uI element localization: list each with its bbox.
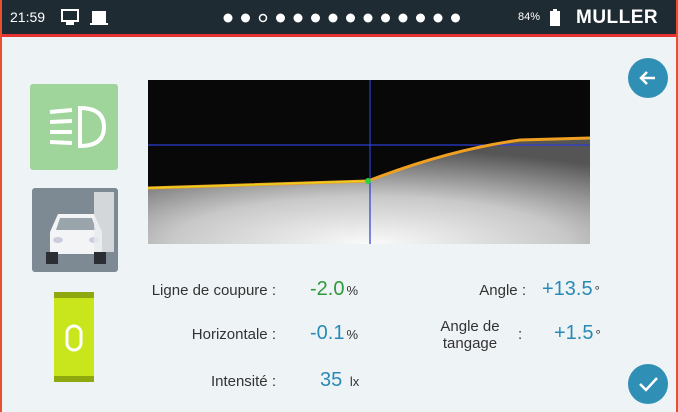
- pitch-value: +1.5°: [554, 322, 601, 345]
- colon: :: [522, 282, 526, 299]
- page-dot: [434, 14, 443, 23]
- page-dot: [224, 14, 233, 23]
- colon: :: [518, 326, 522, 343]
- page-dot: [451, 14, 460, 23]
- unit: °: [595, 283, 600, 298]
- page-dot: [346, 14, 355, 23]
- colon: :: [272, 326, 276, 343]
- page-dot: [260, 15, 267, 22]
- level-indicator: [52, 292, 96, 382]
- angle-label: Angle :: [422, 282, 526, 299]
- label: Angle: [479, 282, 517, 299]
- back-button[interactable]: [628, 58, 668, 98]
- battery-level: 84%: [518, 11, 540, 23]
- page-indicator: [222, 10, 472, 26]
- value: +1.5: [554, 322, 593, 344]
- page-dot: [399, 14, 408, 23]
- value: +13.5: [542, 278, 593, 300]
- page-dot: [381, 14, 390, 23]
- page-dot: [241, 14, 250, 23]
- brand-logo: MULLER: [576, 7, 658, 29]
- label-line: tangage: [422, 335, 518, 352]
- intensity-value: 35 lx: [320, 369, 359, 392]
- colon: :: [272, 373, 276, 390]
- colon: :: [272, 282, 276, 299]
- app-screen: 21:59 84% MULLER: [0, 0, 678, 412]
- intensity-label: Intensité :: [102, 373, 276, 390]
- unit: %: [346, 327, 358, 342]
- unit: °: [595, 327, 600, 342]
- cutoff-value: -2.0%: [310, 278, 358, 301]
- label: Horizontale: [192, 326, 268, 343]
- page-dot: [364, 14, 373, 23]
- time: 21:59: [10, 9, 45, 25]
- page-dot: [311, 14, 320, 23]
- angle-value: +13.5°: [542, 278, 600, 301]
- page-dot: [276, 14, 285, 23]
- unit: lx: [350, 374, 359, 389]
- cutoff-label: Ligne de coupure :: [102, 282, 276, 299]
- back-icon: [628, 58, 668, 98]
- label: Intensité: [211, 373, 268, 390]
- beam-image: [148, 80, 590, 244]
- value: -2.0: [310, 278, 344, 300]
- confirm-button[interactable]: [628, 364, 668, 404]
- horizontal-value: -0.1%: [310, 322, 358, 345]
- label-line: Angle de: [422, 318, 518, 335]
- page-dot: [329, 14, 338, 23]
- battery-icon: [550, 9, 560, 26]
- check-icon: [628, 364, 668, 404]
- page-dot: [294, 14, 303, 23]
- value: 35: [320, 369, 342, 391]
- headlamp-tile[interactable]: [30, 84, 118, 170]
- status-icons: [60, 8, 120, 28]
- vehicle-tile[interactable]: [32, 188, 118, 272]
- unit: %: [346, 283, 358, 298]
- status-bar: 21:59 84% MULLER: [2, 0, 676, 37]
- horizontal-label: Horizontale :: [102, 326, 276, 343]
- label: Ligne de coupure: [152, 282, 268, 299]
- value: -0.1: [310, 322, 344, 344]
- page-dot: [416, 14, 425, 23]
